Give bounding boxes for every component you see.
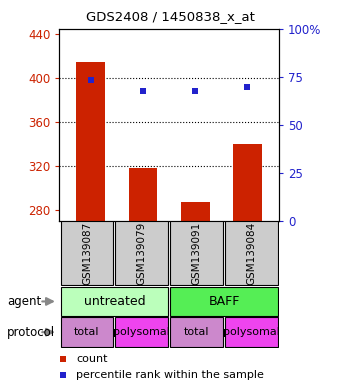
Text: count: count — [76, 354, 108, 364]
Text: BAFF: BAFF — [208, 295, 240, 308]
Bar — [170, 318, 223, 347]
Text: GSM139079: GSM139079 — [137, 222, 147, 285]
Bar — [225, 222, 278, 285]
Bar — [61, 318, 113, 347]
Bar — [76, 62, 105, 221]
Text: total: total — [184, 327, 209, 337]
Bar — [170, 222, 223, 285]
Text: polysomal: polysomal — [223, 327, 280, 337]
Bar — [61, 222, 113, 285]
Text: GSM139084: GSM139084 — [246, 222, 256, 285]
Bar — [225, 318, 278, 347]
Text: GDS2408 / 1450838_x_at: GDS2408 / 1450838_x_at — [86, 10, 254, 23]
Bar — [61, 287, 168, 316]
Bar — [233, 144, 262, 221]
Text: percentile rank within the sample: percentile rank within the sample — [76, 370, 265, 380]
Text: protocol: protocol — [7, 326, 55, 339]
Bar — [170, 287, 278, 316]
Text: agent: agent — [7, 295, 41, 308]
Bar — [115, 318, 168, 347]
Text: total: total — [74, 327, 100, 337]
Text: polysomal: polysomal — [113, 327, 170, 337]
Bar — [115, 222, 168, 285]
Text: untreated: untreated — [84, 295, 145, 308]
Bar — [181, 202, 210, 221]
Text: GSM139091: GSM139091 — [191, 222, 202, 285]
Text: GSM139087: GSM139087 — [82, 222, 92, 285]
Bar — [129, 168, 157, 221]
